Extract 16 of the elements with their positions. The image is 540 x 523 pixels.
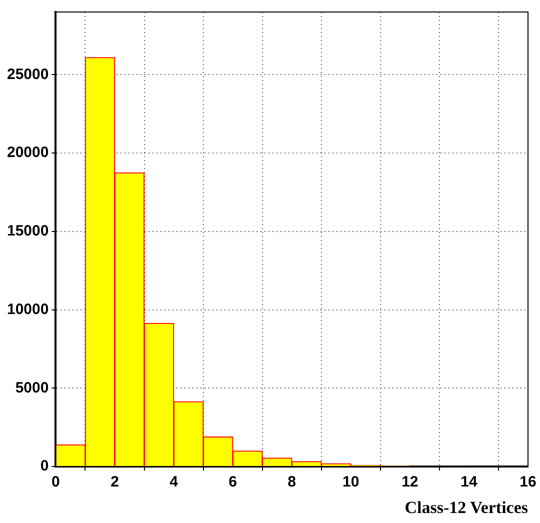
- x-tick-label: 2: [110, 474, 119, 491]
- y-tick-label: 25000: [6, 66, 49, 83]
- y-tick-label: 20000: [6, 144, 49, 162]
- x-tick-label: 4: [170, 474, 179, 491]
- x-tick-label: 0: [52, 474, 60, 491]
- x-tick-label: 16: [520, 474, 536, 491]
- x-tick-label: 14: [460, 474, 478, 491]
- x-tick-label: 12: [402, 474, 418, 491]
- x-tick-label: 10: [342, 474, 360, 491]
- y-tick-label: 10000: [6, 300, 49, 318]
- x-axis-title: Class-12 Vertices: [404, 498, 528, 518]
- y-tick-label: 0: [40, 458, 49, 475]
- x-tick-label: 6: [228, 474, 237, 491]
- y-tick-label: 5000: [15, 379, 49, 396]
- x-tick-label: 8: [288, 474, 296, 491]
- y-tick-label: 15000: [6, 222, 49, 240]
